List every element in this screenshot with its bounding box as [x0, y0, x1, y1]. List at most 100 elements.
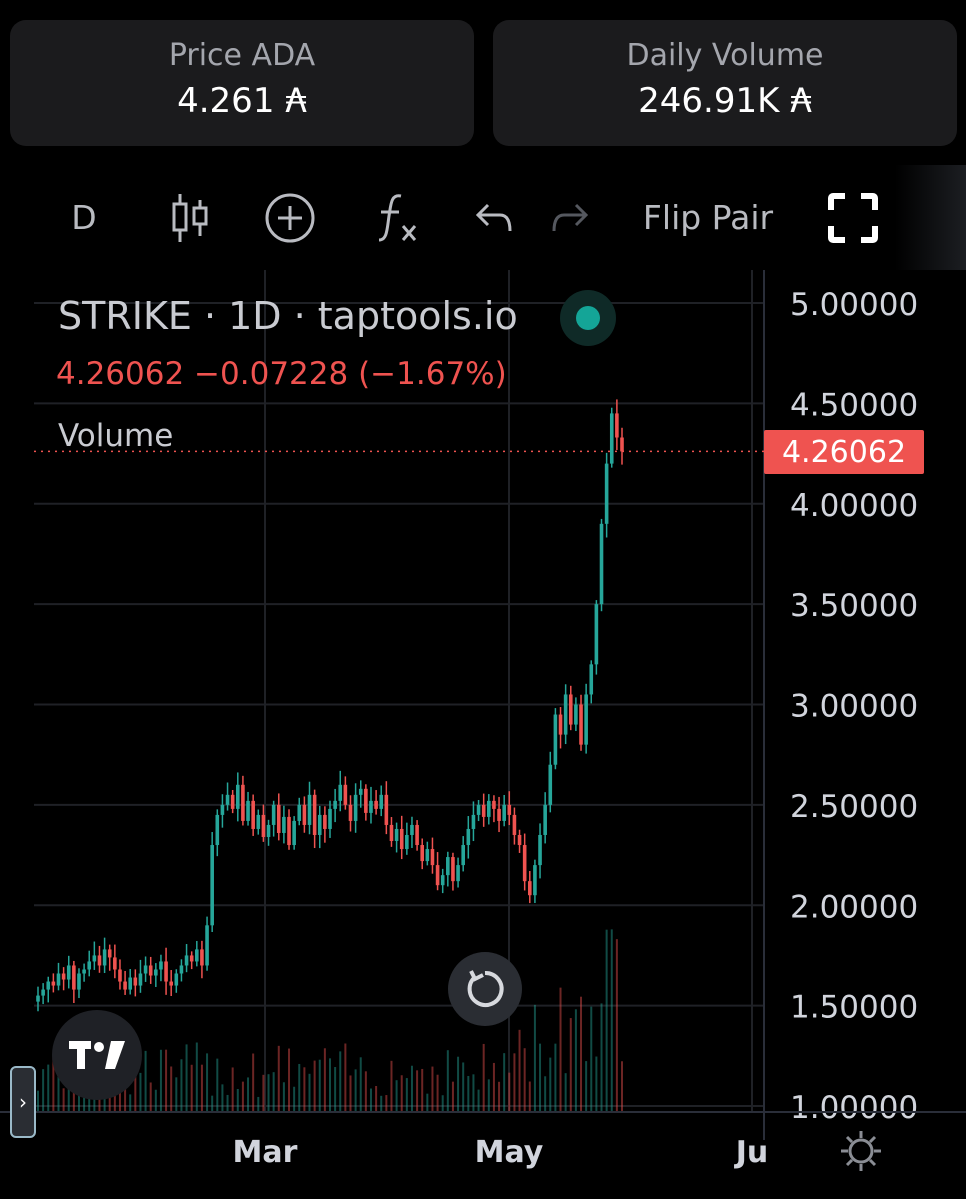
volume-bar: [600, 1003, 603, 1112]
candle-body: [266, 824, 271, 837]
volume-bar: [364, 1071, 367, 1112]
volume-bar: [503, 1053, 506, 1112]
candle-body: [584, 694, 588, 745]
volume-bar: [451, 1081, 454, 1112]
volume-bar: [262, 1074, 265, 1112]
candle-body: [527, 881, 532, 896]
candle-body: [410, 824, 414, 835]
volume-bar: [574, 1009, 577, 1112]
volume-bar: [329, 1058, 331, 1112]
candle-body: [87, 961, 92, 970]
price-ada-value: 4.261 ₳: [177, 81, 307, 121]
toolbar-scroll-fade: [895, 165, 966, 270]
candle-body: [56, 973, 61, 986]
candle-body: [343, 784, 348, 805]
candle-body: [461, 845, 465, 866]
y-tick-label: 4.50000: [790, 387, 918, 423]
candle-body: [184, 955, 189, 966]
volume-bar: [241, 1081, 244, 1112]
candle-body: [235, 784, 240, 809]
volume-bar: [252, 1053, 255, 1112]
candle-body: [415, 824, 419, 846]
candle-body: [353, 794, 358, 821]
candle-body: [312, 794, 317, 835]
candle-body: [297, 804, 302, 821]
redo-icon[interactable]: [544, 165, 596, 270]
last-price-tag: 4.26062: [764, 430, 924, 474]
volume-bar: [400, 1075, 403, 1112]
volume-bar: [595, 1056, 598, 1112]
candle-body: [389, 824, 394, 842]
volume-bar: [359, 1057, 362, 1112]
candle-body: [179, 965, 184, 974]
y-tick-label: 3.50000: [790, 588, 918, 624]
flip-pair-button[interactable]: Flip Pair: [642, 198, 774, 237]
volume-bar: [446, 1050, 449, 1112]
candle-body: [563, 694, 568, 735]
candle-body: [497, 808, 501, 821]
volume-bar: [508, 1072, 511, 1112]
candle-body: [446, 857, 450, 876]
indicators-fx-icon[interactable]: [370, 165, 426, 270]
volume-bar: [354, 1069, 357, 1112]
daily-volume-card: Daily Volume 246.91K ₳: [493, 20, 957, 146]
candle-body: [307, 794, 312, 825]
candle-body: [72, 965, 76, 990]
volume-bar: [67, 1087, 70, 1112]
candle-body: [358, 788, 363, 795]
candle-body: [333, 800, 337, 809]
candle-body: [148, 965, 153, 976]
volume-bar: [457, 1056, 460, 1112]
candle-body: [543, 804, 547, 835]
volume-bar: [472, 1074, 475, 1112]
candle-body: [568, 694, 573, 725]
candle-body: [36, 995, 40, 1002]
candle-body: [51, 981, 56, 986]
volume-bar: [344, 1043, 347, 1112]
reset-chart-button[interactable]: [448, 952, 522, 1026]
volume-bar: [303, 1067, 306, 1112]
volume-bar: [380, 1095, 383, 1112]
side-panel-toggle[interactable]: ›: [10, 1066, 36, 1138]
candle-body: [225, 794, 230, 805]
y-tick-label: 1.00000: [790, 1090, 918, 1126]
volume-bar: [308, 1073, 311, 1112]
volume-bar: [615, 939, 618, 1112]
volume-bar: [134, 1061, 137, 1112]
price-chart[interactable]: 5.00000 4.50000 4.00000 3.50000 3.00000 2.500…: [0, 270, 966, 1199]
fullscreen-icon[interactable]: [822, 165, 884, 270]
add-circle-icon[interactable]: [262, 165, 318, 270]
candle-body: [348, 804, 353, 821]
candle-body: [471, 814, 476, 829]
volume-bar: [405, 1078, 408, 1112]
volume-bar: [206, 1053, 209, 1112]
candle-body: [522, 845, 527, 882]
candle-body: [159, 961, 163, 970]
interval-button[interactable]: D: [71, 198, 97, 237]
volume-bar: [124, 1084, 127, 1112]
tradingview-logo-icon[interactable]: [52, 1010, 142, 1100]
volume-bar: [580, 996, 583, 1112]
candle-body: [138, 973, 143, 986]
volume-bar: [190, 1064, 193, 1112]
chart-settings-gear-icon[interactable]: [838, 1128, 884, 1174]
undo-icon[interactable]: [468, 165, 520, 270]
y-tick-label: 5.00000: [790, 287, 918, 323]
volume-bar: [175, 1077, 178, 1112]
candle-body: [609, 413, 614, 464]
price-ada-label: Price ADA: [168, 38, 316, 73]
chart-toolbar: D Flip: [0, 165, 966, 270]
candles-icon[interactable]: [160, 165, 220, 270]
candle-body: [558, 714, 563, 735]
volume-bar: [349, 1075, 352, 1112]
volume-bar: [539, 1043, 542, 1112]
volume-bar: [211, 1095, 214, 1112]
candle-body: [599, 523, 604, 605]
y-tick-label: 1.50000: [790, 990, 918, 1026]
candle-body: [440, 875, 445, 886]
candle-body: [107, 949, 112, 958]
candle-body: [604, 463, 609, 524]
candle-body: [538, 834, 542, 866]
volume-bar: [498, 1081, 501, 1112]
volume-bar: [165, 1049, 168, 1112]
